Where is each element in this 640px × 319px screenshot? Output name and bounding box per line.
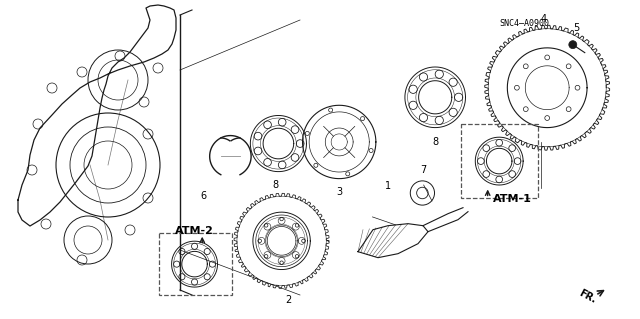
Text: 7: 7 <box>420 165 427 175</box>
Text: 4: 4 <box>541 14 547 24</box>
Circle shape <box>569 41 577 49</box>
Text: 6: 6 <box>200 191 206 201</box>
Text: FR.: FR. <box>577 288 598 305</box>
Text: 3: 3 <box>336 187 342 197</box>
Text: ATM-1: ATM-1 <box>493 194 531 204</box>
Text: SNC4–A0900: SNC4–A0900 <box>500 19 550 28</box>
Text: 1: 1 <box>385 182 391 191</box>
Bar <box>461 124 538 198</box>
Bar <box>159 233 232 295</box>
Text: 8: 8 <box>432 137 438 147</box>
Text: 2: 2 <box>285 295 292 305</box>
Text: ATM-2: ATM-2 <box>175 226 214 236</box>
Text: 8: 8 <box>272 180 278 190</box>
Text: 5: 5 <box>573 24 579 33</box>
